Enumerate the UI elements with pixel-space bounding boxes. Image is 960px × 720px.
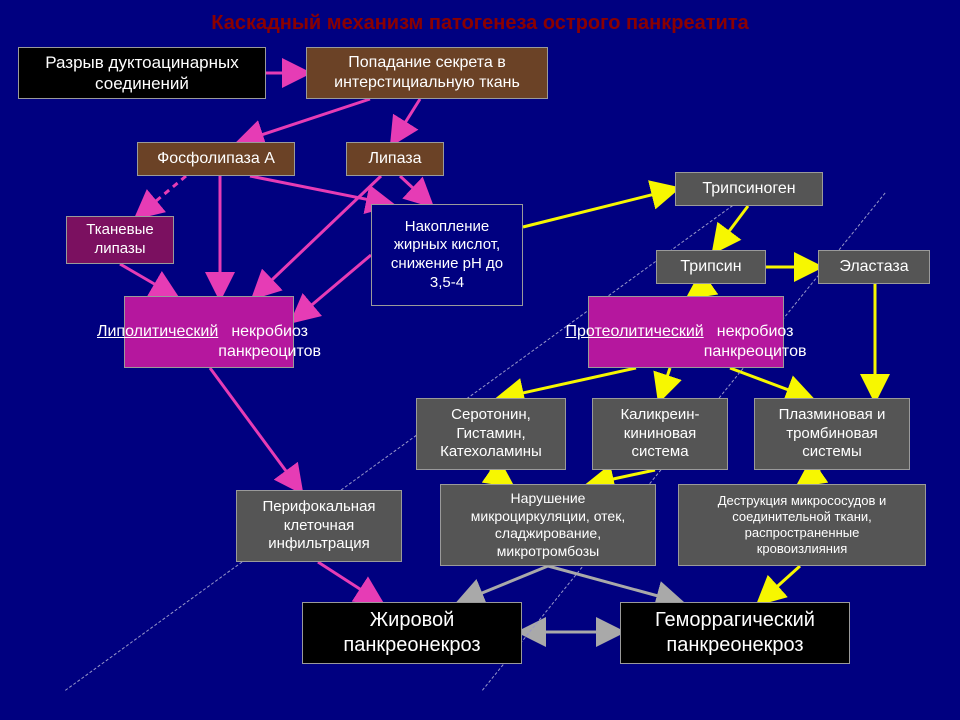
- edge: [318, 562, 380, 602]
- node-n12: Серотонин,Гистамин,Катехоламины: [416, 398, 566, 470]
- node-n6: Липолитическийнекробиозпанкреоцитов: [124, 296, 294, 368]
- edge: [590, 470, 655, 484]
- edge: [730, 368, 810, 398]
- edge: [255, 176, 381, 296]
- edge: [660, 368, 670, 398]
- node-n14: Плазминовая итромбиноваясистемы: [754, 398, 910, 470]
- edge: [120, 264, 175, 296]
- edge: [523, 189, 675, 227]
- edge: [760, 566, 800, 602]
- node-n13: Каликреин-кининоваясистема: [592, 398, 728, 470]
- edge: [460, 566, 548, 602]
- node-n11: Протеолитическийнекробиозпанкреоцитов: [588, 296, 784, 368]
- node-n5: Тканевыелипазы: [66, 216, 174, 264]
- node-n16: Нарушениемикроциркуляции, отек,сладжиров…: [440, 484, 656, 566]
- edge: [490, 470, 510, 484]
- node-n4: Липаза: [346, 142, 444, 176]
- node-n1: Разрыв дуктоацинарныхсоединений: [18, 47, 266, 99]
- node-n9: Трипсин: [656, 250, 766, 284]
- edge: [138, 176, 186, 216]
- edge: [690, 284, 707, 296]
- node-n2: Попадание секрета винтерстициальную ткан…: [306, 47, 548, 99]
- node-n15: Перифокальнаяклеточнаяинфильтрация: [236, 490, 402, 562]
- diagram-title: Каскадный механизм патогенеза острого па…: [175, 12, 785, 35]
- edge: [800, 470, 820, 484]
- edge: [500, 368, 636, 398]
- edge: [400, 176, 430, 204]
- node-n7: Накоплениежирных кислот,снижение рН до3,…: [371, 204, 523, 306]
- edge: [393, 99, 420, 142]
- node-n17: Деструкция микрососудов исоединительной …: [678, 484, 926, 566]
- edge: [240, 99, 370, 142]
- edge: [250, 176, 390, 204]
- node-n10: Эластаза: [818, 250, 930, 284]
- node-n18: Жировойпанкреонекроз: [302, 602, 522, 664]
- node-n8: Трипсиноген: [675, 172, 823, 206]
- node-n19: Геморрагическийпанкреонекроз: [620, 602, 850, 664]
- node-n3: Фосфолипаза А: [137, 142, 295, 176]
- edge: [210, 368, 300, 490]
